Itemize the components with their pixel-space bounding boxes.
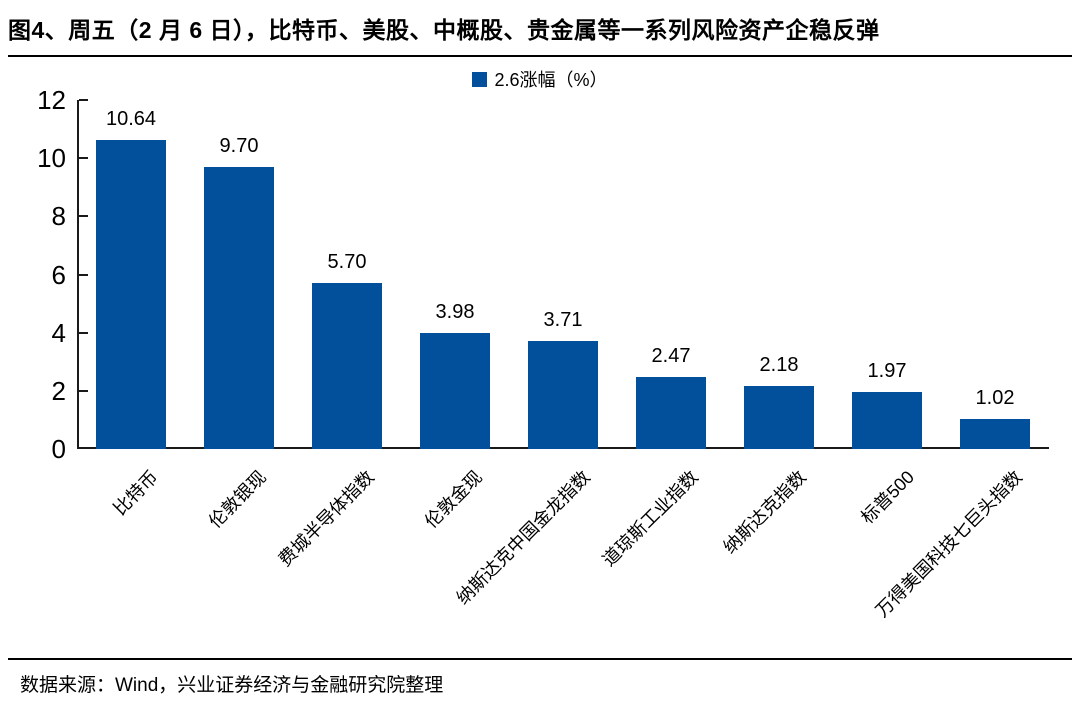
y-tick-mark (79, 331, 88, 334)
y-tick-label: 12 (37, 85, 66, 115)
title-divider (8, 55, 1072, 57)
y-tick-label: 0 (51, 434, 66, 464)
bar-value-label: 10.64 (105, 107, 157, 130)
bar-6 (636, 377, 706, 449)
bar-value-label: 3.71 (543, 309, 583, 332)
x-category-label: 伦敦金现 (420, 466, 486, 532)
bar-value-label: 1.97 (867, 359, 907, 382)
y-tick-mark (79, 389, 88, 392)
legend-label: 2.6涨幅（%） (494, 70, 608, 90)
chart-title: 图4、周五（2 月 6 日），比特币、美股、中概股、贵金属等一系列风险资产企稳反… (8, 17, 880, 43)
bar-8 (852, 391, 922, 449)
legend-swatch-icon (472, 71, 488, 87)
footer-divider (8, 658, 1072, 660)
bar-3 (312, 283, 382, 449)
x-category-label: 费城半导体指数 (274, 466, 378, 571)
y-tick-mark (79, 215, 88, 218)
bar-value-label: 2.47 (651, 345, 691, 368)
bar-4 (420, 333, 490, 449)
x-category-label: 标普500 (857, 466, 918, 528)
legend: 2.6涨幅（%） (0, 66, 1080, 92)
bar-value-label: 5.70 (327, 251, 367, 274)
source-note: 数据来源：Wind，兴业证券经济与金融研究院整理 (20, 675, 444, 696)
bar-1 (96, 139, 166, 449)
y-tick-label: 6 (51, 259, 66, 290)
bar-5 (528, 341, 598, 449)
y-tick-label: 8 (51, 201, 66, 232)
y-tick-mark (79, 157, 88, 160)
bar-value-label: 3.98 (435, 301, 475, 324)
x-category-label: 比特币 (109, 466, 162, 520)
x-category-label: 伦敦银现 (204, 466, 270, 532)
x-category-label: 纳斯达克指数 (719, 466, 810, 558)
bar-value-label: 2.18 (759, 353, 799, 376)
y-tick-label: 2 (51, 375, 66, 406)
x-category-label: 道琼斯工业指数 (598, 466, 702, 571)
y-tick-label: 10 (37, 143, 66, 174)
bar-value-label: 9.70 (219, 134, 259, 157)
y-tick-label: 4 (51, 317, 66, 348)
bar-value-label: 1.02 (975, 387, 1015, 410)
y-tick-mark (79, 273, 88, 276)
bar-7 (744, 385, 814, 449)
bar-2 (204, 166, 274, 449)
bar-9 (960, 419, 1030, 449)
y-tick-mark (79, 99, 88, 101)
